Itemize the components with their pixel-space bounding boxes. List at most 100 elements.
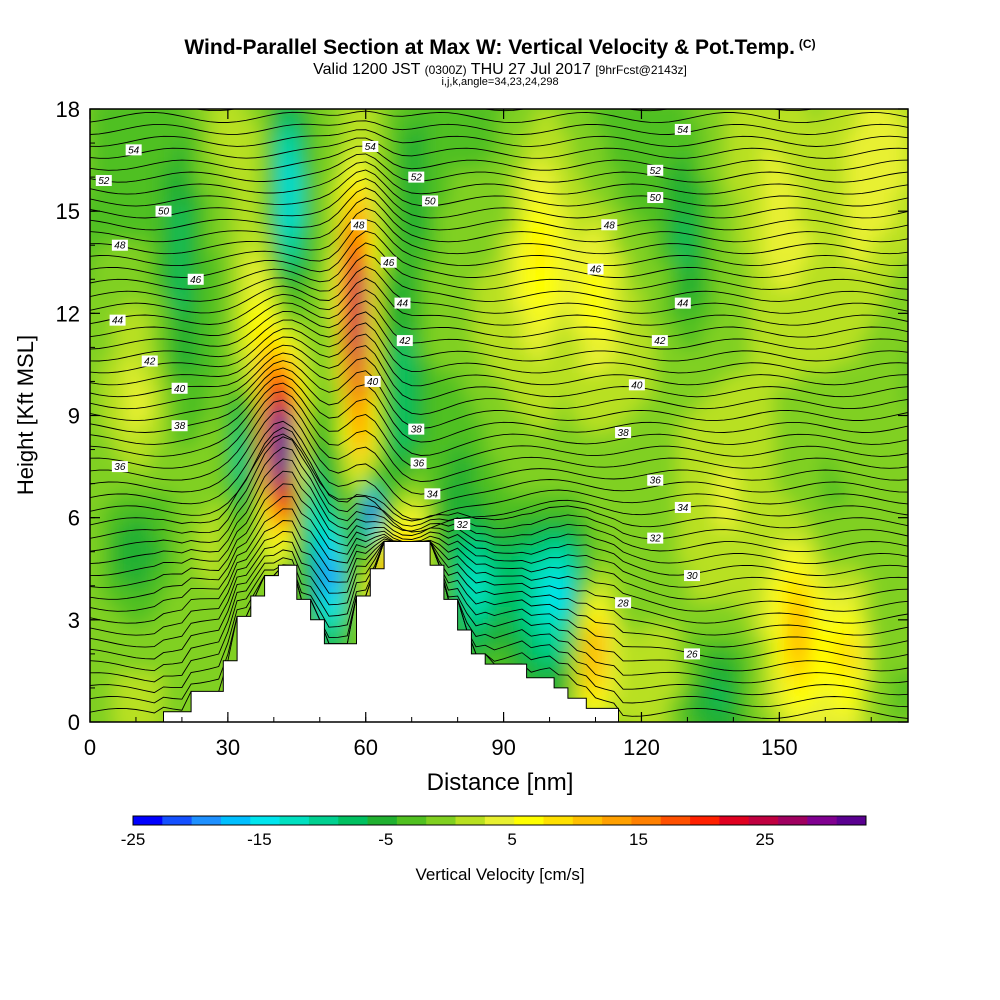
velocity-cell [786,229,799,242]
velocity-cell [234,109,247,122]
velocity-cell [570,481,583,494]
velocity-cell [822,193,835,206]
velocity-cell [438,289,451,302]
isentrope-line [90,399,908,495]
velocity-cell [894,673,907,686]
velocity-cell [222,109,235,122]
velocity-cell [90,313,103,326]
velocity-cell [246,361,259,374]
velocity-cell [666,673,679,686]
velocity-cell [102,589,115,602]
velocity-cell [714,277,727,290]
velocity-cell [582,469,595,482]
velocity-cell [150,637,163,650]
velocity-cell [126,613,139,626]
velocity-cell [786,541,799,554]
velocity-cell [474,121,487,134]
velocity-cell [750,205,763,218]
velocity-cell [918,121,931,134]
velocity-cell [198,421,211,434]
velocity-cell [654,673,667,686]
velocity-cell [462,349,475,362]
velocity-cell [150,397,163,410]
velocity-cell [678,685,691,698]
velocity-cell [762,397,775,410]
velocity-cell [438,217,451,230]
velocity-cell [174,625,187,638]
velocity-cell [390,529,403,542]
velocity-cell [258,109,271,110]
velocity-cell [642,181,655,194]
isentrope-label: 32 [650,534,662,545]
velocity-cell [606,625,619,638]
velocity-cell [726,601,739,614]
velocity-cell [210,577,223,590]
velocity-cell [342,457,355,470]
velocity-cell [870,685,883,698]
velocity-cell [630,409,643,422]
velocity-cell [558,229,571,242]
velocity-cell [906,385,908,398]
velocity-cell [210,109,223,110]
velocity-cell [498,265,511,278]
velocity-cell [582,505,595,518]
velocity-cell [234,157,247,170]
velocity-cell [918,517,931,530]
velocity-cell [510,265,523,278]
velocity-cell [150,517,163,530]
velocity-cell [558,649,571,662]
velocity-cell [570,145,583,158]
velocity-cell [774,433,787,446]
velocity-cell [282,205,295,218]
velocity-cell [90,601,103,614]
velocity-cell [318,733,331,746]
velocity-cell [162,565,175,578]
velocity-cell [534,589,547,602]
velocity-cell [606,445,619,458]
velocity-cell [186,385,199,398]
velocity-cell [114,289,127,302]
velocity-cell [510,313,523,326]
velocity-cell [258,493,271,506]
velocity-cell [786,577,799,590]
isentrope-line [90,120,908,135]
velocity-cell [162,133,175,146]
velocity-cell [810,445,823,458]
velocity-cell [330,277,343,290]
velocity-cell [318,565,331,578]
velocity-cell [318,217,331,230]
velocity-cell [246,265,259,278]
velocity-cell [678,157,691,170]
colorbar-swatch [807,816,838,825]
velocity-cell [450,313,463,326]
velocity-cell [582,733,595,746]
velocity-cell [822,145,835,158]
velocity-cell [162,625,175,638]
velocity-cell [558,637,571,650]
velocity-cell [438,265,451,278]
x-tick-label: 150 [761,735,798,760]
velocity-cell [282,157,295,170]
velocity-cell [558,133,571,146]
velocity-cell [138,661,151,674]
isentrope-label: 42 [399,336,411,347]
velocity-cell [426,421,439,434]
velocity-cell [162,361,175,374]
velocity-cell [330,505,343,518]
velocity-cell [918,493,931,506]
velocity-cell [438,313,451,326]
velocity-cell [570,385,583,398]
velocity-cell [726,721,739,722]
velocity-cell [822,229,835,242]
velocity-cell [774,217,787,230]
isentrope-label-bg [651,335,668,347]
velocity-cell [546,613,559,626]
velocity-cell [822,613,835,626]
velocity-cell [774,241,787,254]
velocity-cell [306,385,319,398]
velocity-cell [594,637,607,650]
velocity-cell [858,697,871,710]
velocity-cell [198,409,211,422]
velocity-cell [642,637,655,650]
velocity-cell [798,373,811,386]
